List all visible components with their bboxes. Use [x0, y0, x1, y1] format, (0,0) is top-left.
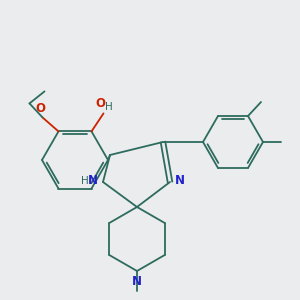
Text: N: N [88, 175, 98, 188]
Text: O: O [35, 102, 46, 116]
Text: H: H [81, 176, 89, 186]
Text: H: H [104, 102, 112, 112]
Text: N: N [132, 275, 142, 288]
Text: O: O [95, 98, 106, 110]
Text: N: N [175, 175, 185, 188]
